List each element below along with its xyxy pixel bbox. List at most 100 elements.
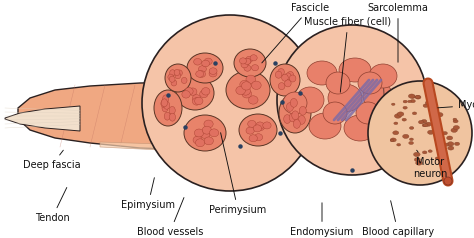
- Ellipse shape: [242, 90, 252, 98]
- Ellipse shape: [283, 92, 307, 114]
- Ellipse shape: [414, 158, 420, 162]
- Ellipse shape: [307, 61, 337, 85]
- Ellipse shape: [422, 124, 427, 127]
- Text: Myofibril: Myofibril: [438, 100, 474, 110]
- Text: Fascicle: Fascicle: [262, 3, 329, 63]
- Ellipse shape: [209, 68, 217, 74]
- Ellipse shape: [358, 72, 382, 94]
- Ellipse shape: [289, 113, 296, 122]
- Ellipse shape: [201, 131, 210, 139]
- Ellipse shape: [201, 88, 210, 95]
- Ellipse shape: [244, 58, 251, 64]
- Ellipse shape: [278, 69, 284, 76]
- Ellipse shape: [409, 141, 413, 144]
- Ellipse shape: [283, 115, 291, 124]
- Ellipse shape: [425, 122, 431, 126]
- Ellipse shape: [392, 103, 395, 105]
- Ellipse shape: [154, 90, 182, 126]
- Ellipse shape: [169, 76, 175, 82]
- Ellipse shape: [453, 119, 458, 123]
- Ellipse shape: [287, 71, 293, 79]
- Polygon shape: [18, 82, 430, 150]
- Ellipse shape: [202, 126, 211, 134]
- Ellipse shape: [292, 111, 299, 120]
- Ellipse shape: [176, 76, 214, 110]
- Ellipse shape: [413, 152, 420, 157]
- Ellipse shape: [416, 161, 422, 165]
- Ellipse shape: [421, 119, 427, 123]
- Ellipse shape: [444, 143, 449, 146]
- Circle shape: [142, 15, 318, 191]
- Ellipse shape: [252, 65, 259, 71]
- Ellipse shape: [226, 71, 270, 109]
- Text: Sarcolemma: Sarcolemma: [367, 3, 428, 62]
- Ellipse shape: [204, 120, 213, 128]
- Ellipse shape: [164, 112, 170, 120]
- Ellipse shape: [244, 58, 251, 64]
- Ellipse shape: [447, 142, 454, 146]
- Ellipse shape: [394, 122, 398, 125]
- Ellipse shape: [410, 99, 415, 103]
- Ellipse shape: [339, 58, 371, 82]
- Ellipse shape: [192, 98, 201, 105]
- Ellipse shape: [309, 113, 341, 139]
- Ellipse shape: [182, 77, 187, 84]
- Ellipse shape: [410, 127, 414, 129]
- Ellipse shape: [239, 114, 277, 146]
- Ellipse shape: [247, 120, 256, 128]
- Ellipse shape: [246, 56, 253, 63]
- Ellipse shape: [241, 82, 251, 90]
- Ellipse shape: [201, 60, 210, 67]
- Ellipse shape: [279, 93, 311, 133]
- Ellipse shape: [239, 58, 246, 64]
- Ellipse shape: [286, 103, 293, 111]
- Circle shape: [444, 177, 452, 185]
- Ellipse shape: [419, 120, 424, 124]
- Ellipse shape: [410, 95, 415, 98]
- Text: Perimysium: Perimysium: [210, 133, 266, 215]
- Ellipse shape: [195, 97, 203, 105]
- Ellipse shape: [415, 95, 420, 99]
- Ellipse shape: [453, 118, 456, 120]
- Ellipse shape: [447, 136, 453, 140]
- Text: Tendon: Tendon: [35, 188, 69, 223]
- Ellipse shape: [164, 101, 170, 109]
- Ellipse shape: [161, 100, 167, 108]
- Ellipse shape: [428, 150, 432, 153]
- Ellipse shape: [328, 84, 362, 112]
- Ellipse shape: [423, 124, 428, 127]
- Ellipse shape: [376, 107, 404, 133]
- Ellipse shape: [323, 102, 347, 124]
- Polygon shape: [5, 106, 80, 131]
- Ellipse shape: [423, 104, 428, 107]
- Text: Muscle fiber (cell): Muscle fiber (cell): [304, 17, 392, 92]
- Ellipse shape: [252, 81, 261, 89]
- Circle shape: [368, 81, 472, 185]
- Ellipse shape: [256, 124, 264, 131]
- Ellipse shape: [326, 72, 350, 94]
- Ellipse shape: [169, 113, 175, 121]
- Ellipse shape: [390, 138, 396, 142]
- Ellipse shape: [193, 136, 202, 144]
- Text: Blood vessels: Blood vessels: [137, 198, 203, 237]
- Ellipse shape: [204, 137, 213, 145]
- Ellipse shape: [189, 88, 197, 95]
- Ellipse shape: [296, 87, 324, 113]
- Ellipse shape: [412, 112, 417, 115]
- Ellipse shape: [403, 106, 407, 109]
- Ellipse shape: [438, 137, 444, 141]
- Ellipse shape: [363, 83, 393, 109]
- Ellipse shape: [170, 70, 175, 76]
- Ellipse shape: [270, 64, 300, 96]
- Ellipse shape: [393, 131, 399, 135]
- Ellipse shape: [275, 71, 282, 78]
- Ellipse shape: [236, 86, 246, 94]
- Text: Deep fascia: Deep fascia: [23, 150, 81, 170]
- Ellipse shape: [282, 74, 288, 81]
- Ellipse shape: [393, 92, 417, 114]
- Ellipse shape: [390, 139, 394, 142]
- Ellipse shape: [182, 91, 190, 98]
- Ellipse shape: [253, 125, 262, 132]
- Ellipse shape: [240, 80, 249, 89]
- Ellipse shape: [174, 69, 180, 76]
